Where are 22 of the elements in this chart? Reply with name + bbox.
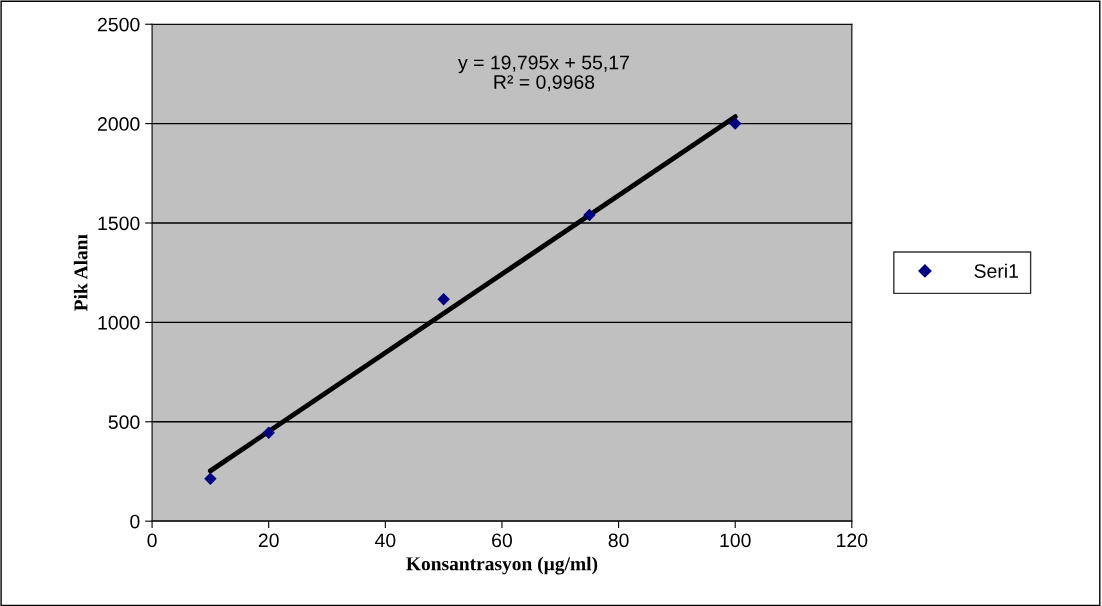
y-axis-title: Pik Alanı [73,234,88,311]
y-tick-label: 1000 [98,315,140,330]
x-tick-label: 40 [374,533,396,548]
x-tick-label: 20 [258,533,279,548]
y-tick-label: 2000 [98,117,140,131]
point [583,208,596,222]
x-tick-label: 120 [837,533,868,548]
y-tick-label: 1500 [98,216,140,231]
x-tick-label: 80 [608,533,629,548]
y-tick-label: 500 [108,415,140,430]
point [437,293,450,306]
point [204,472,217,486]
y-tick-label: 0 [130,514,140,529]
point [262,426,275,439]
x-tick-label: 100 [720,533,751,548]
annotation: y = 19,795x + 55,17 R² = 0,9968 [458,55,629,92]
y-tick-label: 2500 [98,17,140,32]
point [729,117,742,130]
x-tick-label: 60 [492,533,513,548]
x-axis-title: Konsantrasyon (µg/ml) [406,556,598,575]
x-tick-label: 0 [147,533,157,548]
legend-label: Seri1 [974,263,1018,278]
